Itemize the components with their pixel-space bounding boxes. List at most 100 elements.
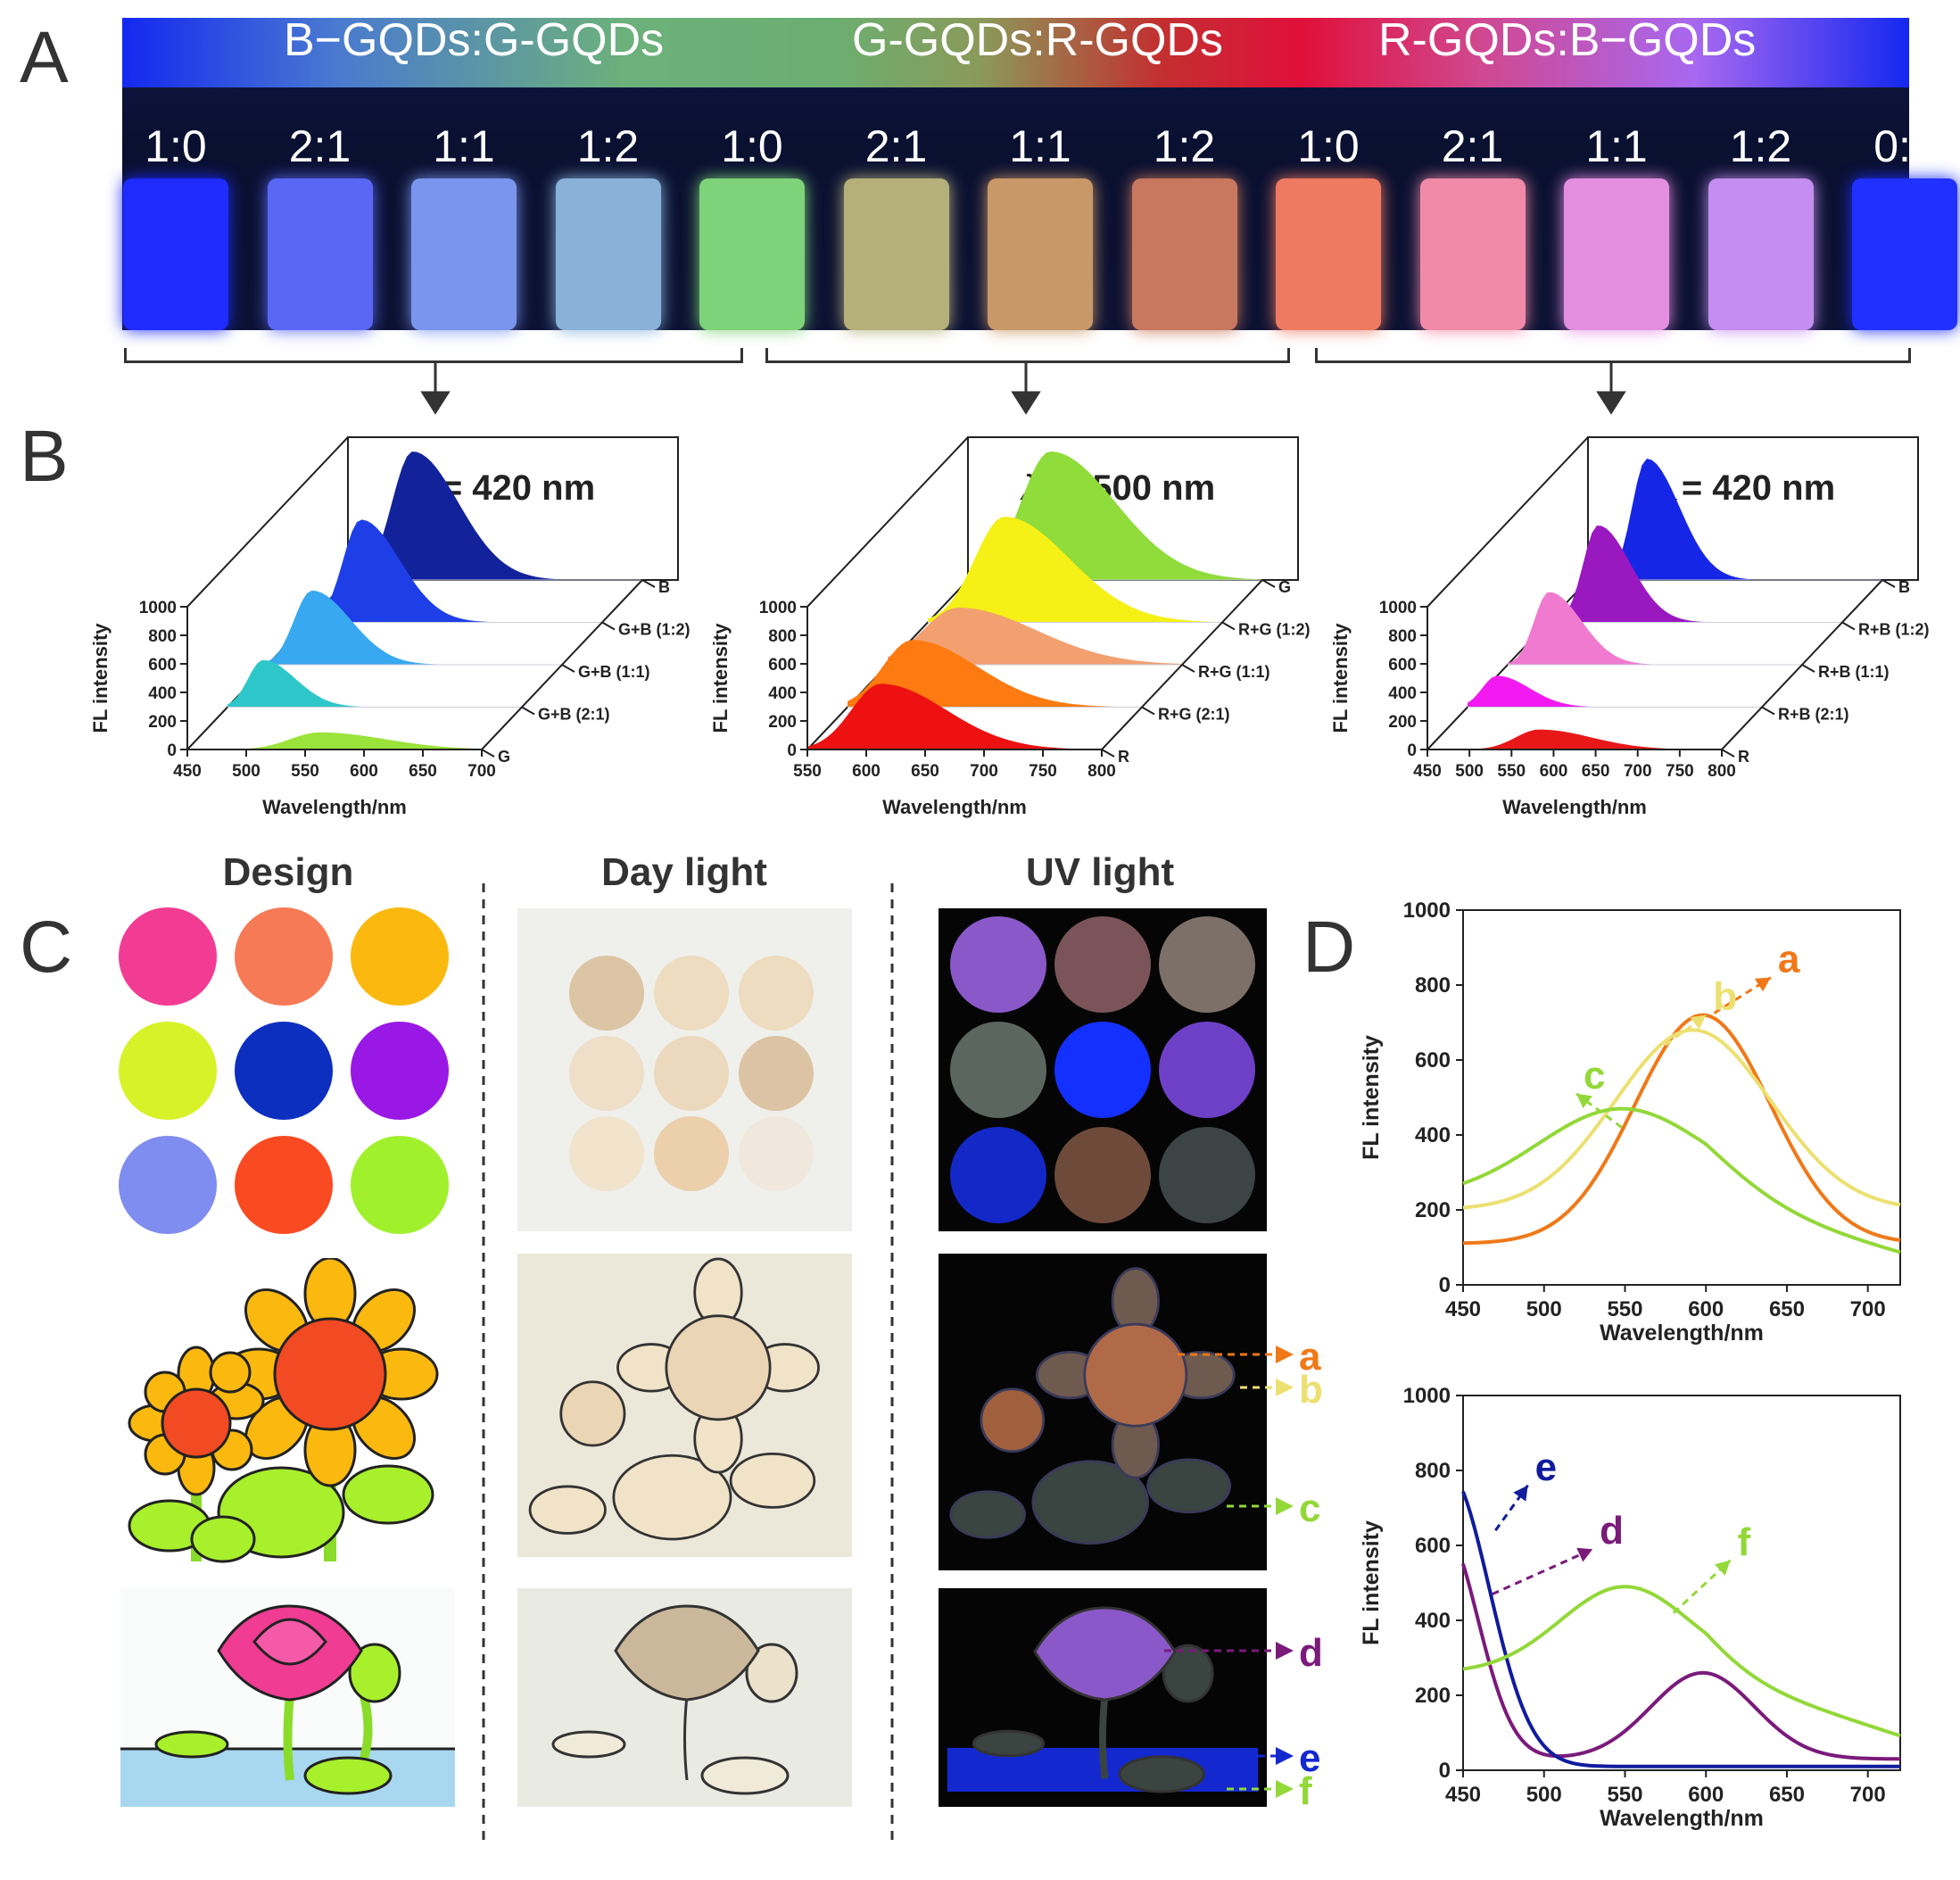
vial xyxy=(1276,178,1381,330)
series-label: G xyxy=(498,748,510,766)
dot xyxy=(1159,1127,1255,1223)
ytick: 400 xyxy=(1415,1123,1451,1147)
dot xyxy=(739,1116,814,1191)
series-area xyxy=(807,683,1102,750)
ytick: 400 xyxy=(148,684,177,703)
xlabel: Wavelength/nm xyxy=(1600,1806,1764,1831)
bracket-bg xyxy=(124,348,743,363)
xtick: 650 xyxy=(1769,1783,1805,1807)
ratio-label: 2:1 xyxy=(864,121,928,171)
curve-label: a xyxy=(1778,938,1800,981)
xtick: 650 xyxy=(1769,1297,1805,1321)
xtick: 700 xyxy=(1850,1297,1886,1321)
xtick: 650 xyxy=(911,762,939,781)
series-label: R xyxy=(1118,748,1129,766)
panel-letter-b: B xyxy=(20,416,69,497)
series-label: B xyxy=(1898,578,1910,596)
series-area xyxy=(1468,675,1762,708)
xtick: 500 xyxy=(232,762,261,781)
dot xyxy=(739,956,814,1031)
series-area xyxy=(1588,459,1882,580)
vial xyxy=(699,178,805,330)
ratio-label: 0:1 xyxy=(1873,121,1936,171)
dot xyxy=(119,1136,217,1234)
ytick: 0 xyxy=(787,741,797,760)
ytick: 800 xyxy=(768,627,797,646)
vial xyxy=(123,178,228,330)
ylabel: FL intensity xyxy=(1359,1035,1384,1160)
gradient-header-bar xyxy=(122,18,1909,87)
ytick: 800 xyxy=(1388,627,1417,646)
curve xyxy=(1462,1028,1901,1210)
xtick: 750 xyxy=(1666,762,1694,781)
xtick: 550 xyxy=(793,762,822,781)
series-label: R+B (1:2) xyxy=(1858,621,1930,639)
xtick: 750 xyxy=(1029,762,1057,781)
vial xyxy=(1131,178,1237,330)
dot xyxy=(569,1116,644,1191)
dot xyxy=(351,1136,449,1234)
series-area xyxy=(308,519,602,623)
title-design: Design xyxy=(222,850,354,894)
dot xyxy=(950,1022,1046,1118)
xtick: 450 xyxy=(1413,762,1442,781)
daylight-dot-grid xyxy=(569,956,814,1191)
uv-label-b: b xyxy=(1299,1368,1323,1412)
bracket-rb xyxy=(1315,348,1911,363)
ratio-label: 1:1 xyxy=(1585,121,1648,171)
dot xyxy=(950,1127,1046,1223)
curve-label: b xyxy=(1713,975,1737,1019)
vial xyxy=(1564,178,1669,330)
panel-b-chart-2: λex= 420 nm B R+B (1:2) R+B (1:1) R+B (2:1) R… xyxy=(1329,436,1930,818)
ytick: 600 xyxy=(1388,656,1417,675)
ratio-label: 2:1 xyxy=(1441,121,1504,171)
vial xyxy=(988,178,1093,330)
ytick: 800 xyxy=(1415,1459,1451,1483)
uv-label-d: d xyxy=(1299,1631,1323,1675)
ytick: 200 xyxy=(768,713,797,732)
uv-label-c: c xyxy=(1299,1487,1320,1530)
dot xyxy=(351,1022,449,1120)
dot xyxy=(235,1022,333,1120)
ratio-label: 1:0 xyxy=(1297,121,1360,171)
ytick: 200 xyxy=(148,713,177,732)
xlabel: Wavelength/nm xyxy=(1502,796,1647,818)
ytick: 1000 xyxy=(1403,1384,1451,1408)
dot xyxy=(1159,1022,1255,1118)
dot xyxy=(654,1116,729,1191)
daylight-sunflower xyxy=(528,1257,820,1541)
ylabel: FL intensity xyxy=(1359,1520,1384,1645)
series-label: G+B (1:1) xyxy=(578,663,650,681)
curve-label: e xyxy=(1535,1445,1557,1489)
header-label-bg: B−GQDs:G-GQDs xyxy=(284,14,665,66)
curve xyxy=(1461,1490,1900,1768)
ratio-label: 1:2 xyxy=(1729,121,1792,171)
daylight-lotus xyxy=(551,1604,798,1795)
xtick: 550 xyxy=(1607,1783,1642,1807)
curve-label: f xyxy=(1737,1520,1750,1564)
bracket-gr xyxy=(765,348,1290,363)
vial xyxy=(1852,178,1957,330)
xtick: 450 xyxy=(1445,1783,1481,1807)
design-lotus xyxy=(120,1604,455,1807)
dot xyxy=(1054,1022,1151,1118)
design-dot-grid xyxy=(119,907,449,1234)
xtick: 800 xyxy=(1088,762,1116,781)
curve-label: c xyxy=(1584,1054,1605,1097)
dot xyxy=(351,907,449,1006)
xlabel: Wavelength/nm xyxy=(1600,1321,1764,1346)
series-area xyxy=(888,608,1182,665)
xtick: 550 xyxy=(1497,762,1526,781)
xtick: 650 xyxy=(409,762,437,781)
ytick: 1000 xyxy=(759,599,797,617)
ytick: 400 xyxy=(1415,1609,1451,1633)
panel-d-chart: 450 500 550 600 650 700 0 200 400 600 800 1000 Wavel… xyxy=(1359,1384,1901,1831)
title-daylight: Day light xyxy=(601,850,767,894)
dot xyxy=(235,1136,333,1234)
lambda-label: λex= 420 nm xyxy=(1640,468,1835,513)
series-label: G+B (1:2) xyxy=(618,621,691,639)
xtick: 800 xyxy=(1708,762,1736,781)
ylabel: FL intensity xyxy=(1329,623,1352,733)
